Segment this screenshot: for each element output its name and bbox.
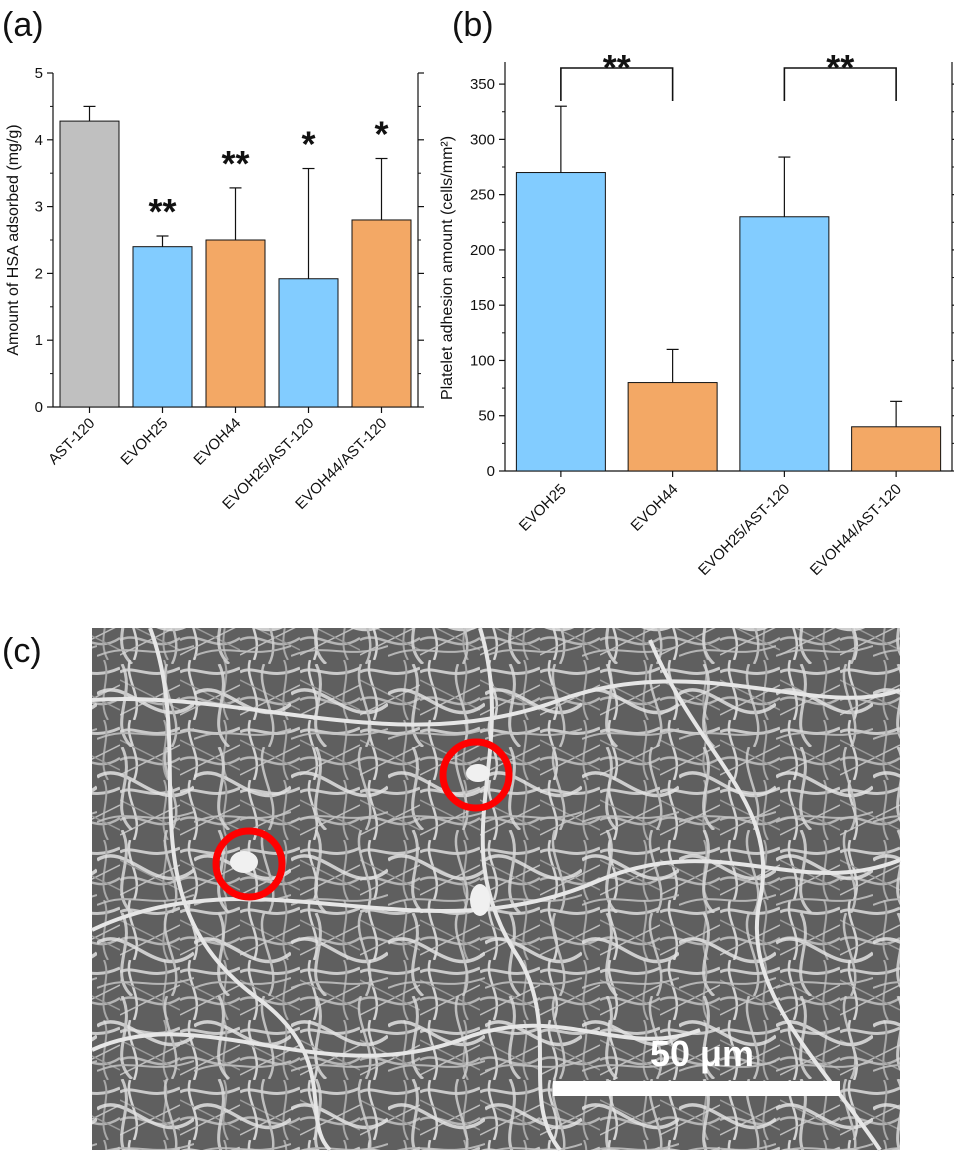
chart-a-category-label: AST-120 — [45, 415, 98, 468]
chart-b-y-tick-label: 300 — [470, 131, 495, 148]
chart-b-category-label: EVOH25 — [516, 481, 570, 535]
chart-b-y-tick-label: 150 — [470, 297, 495, 314]
chart-a-bar — [278, 278, 339, 408]
chart-b: 0 50 100 150 200 250 300 350 EVOH25 EVOH44 EVOH25/… — [470, 47, 954, 579]
chart-a-significance-mark: ** — [148, 191, 176, 232]
sem-long-fibers — [91, 627, 901, 1152]
panel-a-label: (a) — [2, 6, 44, 44]
chart-b-significance-bracket — [783, 67, 897, 101]
chart-a-y-tick-label: 4 — [35, 132, 43, 149]
chart-a-y-axis-label: Amount of HSA adsorbed (mg/g) — [5, 124, 22, 355]
chart-b-category-label: EVOH25/AST-120 — [695, 481, 793, 579]
chart-b-bar — [515, 172, 606, 472]
chart-a-y-tick-label: 0 — [35, 399, 43, 416]
panel-b-label: (b) — [452, 6, 494, 44]
chart-b-y-tick-label: 250 — [470, 187, 495, 204]
sem-platelets — [230, 764, 490, 916]
chart-b-y-tick-label: 0 — [487, 463, 495, 480]
chart-b-bracket-label: ** — [826, 47, 854, 88]
chart-b-bracket-label: ** — [603, 47, 631, 88]
chart-b-significance-bracket — [560, 67, 674, 101]
platelet-marker-circle-2 — [439, 738, 513, 812]
chart-a-bar — [59, 120, 120, 408]
scale-bar-label: 50 μm — [650, 1033, 754, 1074]
chart-a-category-label: EVOH44 — [190, 415, 244, 469]
chart-a-y-tick-label: 5 — [35, 65, 43, 82]
chart-a-y-tick-label: 2 — [35, 265, 43, 282]
chart-a-y-tick-label: 1 — [35, 332, 43, 349]
chart-a-category-label: EVOH25 — [117, 415, 171, 469]
chart-b-bar — [627, 382, 718, 472]
platelet-marker-circle-1 — [212, 827, 286, 901]
panel-c-label: (c) — [2, 632, 42, 670]
chart-a-significance-mark: * — [301, 124, 315, 165]
chart-a-significance-mark: * — [374, 114, 388, 155]
chart-a-bar — [351, 219, 412, 408]
chart-b-y-tick-label: 100 — [470, 352, 495, 369]
chart-b-category-label: EVOH44 — [628, 481, 682, 535]
chart-a-bar — [205, 239, 266, 408]
chart-b-bar — [851, 426, 942, 472]
scale-bar — [553, 1081, 840, 1096]
sem-image: 50 μm — [91, 627, 901, 1152]
chart-b-y-tick-label: 200 — [470, 242, 495, 259]
chart-a-significance-mark: ** — [221, 143, 249, 184]
chart-b-bar — [739, 216, 830, 472]
chart-a-bar — [132, 246, 193, 408]
chart-b-y-tick-label: 350 — [470, 76, 495, 93]
chart-a-y-tick-label: 3 — [35, 199, 43, 216]
chart-b-category-label: EVOH44/AST-120 — [807, 481, 905, 579]
chart-b-y-axis-label: Platelet adhesion amount (cells/mm²) — [439, 136, 456, 400]
chart-b-y-tick-label: 50 — [478, 408, 495, 425]
